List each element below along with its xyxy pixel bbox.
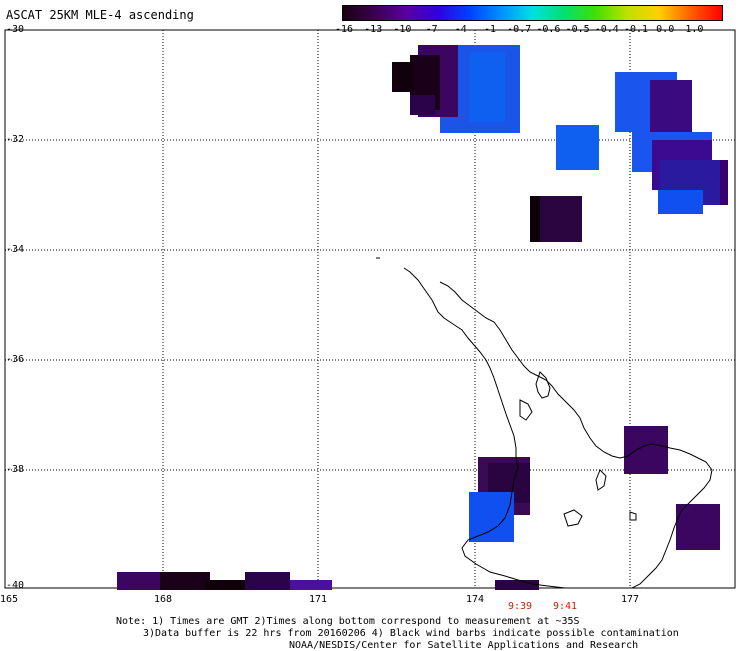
y-tick-label: -32 — [6, 134, 25, 145]
color-scale-bar — [342, 5, 723, 21]
y-tick-label: -38 — [6, 464, 25, 475]
time-label: 9:41 — [553, 601, 578, 612]
note-line-2: 3)Data buffer is 22 hrs from 20160206 4)… — [143, 628, 679, 639]
x-tick-label: 171 — [309, 594, 328, 605]
map-title: ASCAT 25KM MLE-4 ascending — [6, 8, 194, 22]
coastline — [376, 257, 713, 589]
y-tick-label: -34 — [6, 244, 25, 255]
time-label: 9:39 — [508, 601, 533, 612]
x-tick-label: 165 — [0, 594, 19, 605]
x-tick-label: 174 — [466, 594, 485, 605]
y-tick-label: -40 — [6, 580, 25, 591]
x-tick-label: 168 — [154, 594, 173, 605]
note-line-3: NOAA/NESDIS/Center for Satellite Applica… — [289, 640, 639, 651]
plot-frame — [4, 29, 736, 589]
x-tick-label: 177 — [621, 594, 640, 605]
wind-data-cells — [117, 45, 728, 590]
y-tick-label: -36 — [6, 354, 25, 365]
y-tick-label: -30 — [6, 24, 25, 35]
note-line-1: Note: 1) Times are GMT 2)Times along bot… — [116, 616, 580, 627]
